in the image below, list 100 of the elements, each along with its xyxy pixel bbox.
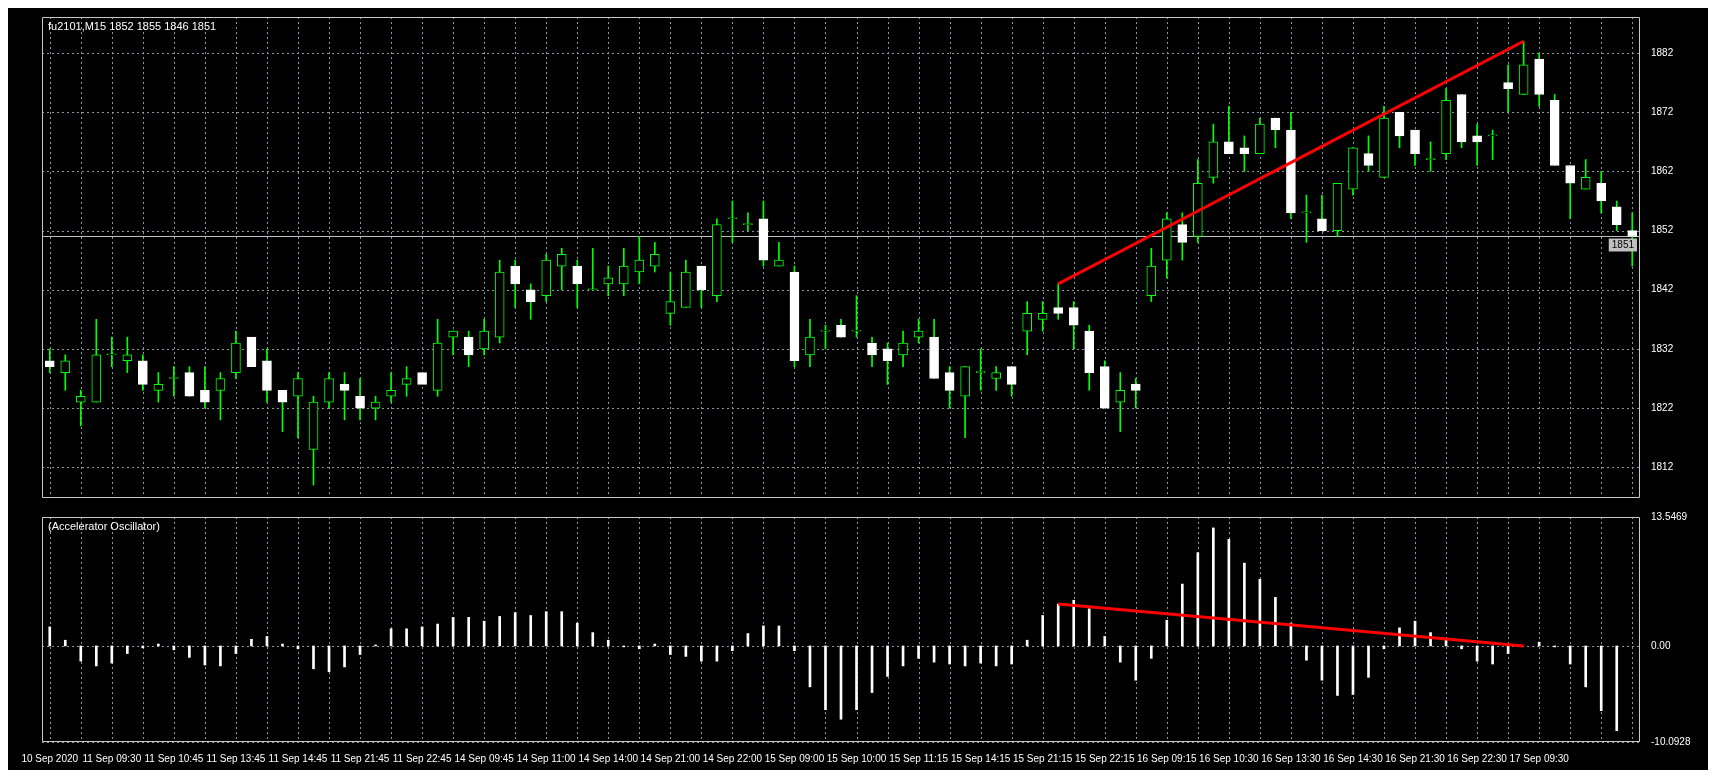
candlestick	[448, 330, 458, 356]
x-tick-label: 14 Sep 21:00	[640, 752, 701, 764]
bar	[1243, 562, 1246, 647]
bar	[219, 645, 222, 667]
bar	[948, 645, 951, 665]
bar	[1165, 619, 1169, 647]
bar	[1367, 645, 1370, 678]
bar	[1180, 583, 1184, 647]
bar	[343, 645, 346, 668]
x-tick-label: 11 Sep 21:45	[330, 752, 390, 764]
bar	[312, 645, 315, 670]
bar	[1056, 603, 1060, 647]
bar	[1072, 599, 1076, 647]
candlestick	[246, 336, 257, 367]
x-tick-label: 14 Sep 09:45	[454, 752, 515, 764]
x-tick-label: 14 Sep 14:00	[578, 752, 639, 764]
bar	[886, 645, 889, 677]
x-tick-label: 11 Sep 14:45	[268, 752, 328, 764]
candlestick	[634, 236, 645, 285]
bar	[591, 632, 595, 647]
x-tick-label: 10 Sep 2020	[21, 752, 79, 764]
x-tick-label: 15 Sep 11:15	[889, 752, 949, 764]
bar	[529, 615, 533, 647]
bar	[855, 645, 858, 711]
bar	[405, 628, 408, 647]
x-tick-label: 16 Sep 21:30	[1385, 752, 1446, 764]
y-tick-label: 0.00	[1651, 639, 1671, 651]
y-tick-label: 13.5469	[1651, 510, 1688, 522]
y-tick-label: -10.0928	[1651, 735, 1691, 747]
x-tick-label: 11 Sep 13:45	[206, 752, 266, 764]
candlestick	[1037, 301, 1048, 332]
y-tick-label: 1882	[1651, 46, 1674, 58]
y-tick-label: 1862	[1651, 165, 1674, 177]
candlestick	[603, 265, 614, 296]
x-tick-label: 16 Sep 22:30	[1447, 752, 1508, 764]
bar	[1134, 645, 1138, 681]
candlestick	[1115, 372, 1126, 433]
x-tick-label: 16 Sep 10:30	[1199, 752, 1260, 764]
bar	[560, 611, 564, 647]
bar	[1149, 645, 1153, 659]
candlestick	[1472, 123, 1482, 166]
candlestick	[386, 372, 396, 403]
bar	[48, 626, 52, 647]
bar	[126, 645, 129, 654]
candlestick	[774, 242, 784, 267]
bar	[824, 645, 827, 711]
x-tick-label: 15 Sep 22:15	[1075, 752, 1135, 764]
x-tick-label: 16 Sep 13:30	[1261, 752, 1322, 764]
bar	[1041, 615, 1045, 647]
candlestick	[991, 366, 1001, 391]
bar	[250, 638, 253, 647]
bar	[1010, 645, 1013, 665]
y-tick-label: 1852	[1651, 224, 1674, 236]
y-tick-label: 1842	[1651, 283, 1674, 295]
bar	[1615, 645, 1619, 731]
bar	[1025, 639, 1029, 647]
x-tick-label: 15 Sep 21:15	[1012, 752, 1073, 764]
x-tick-label: 15 Sep 09:00	[764, 752, 825, 764]
candlestick	[106, 336, 117, 367]
bar	[575, 622, 579, 647]
bar	[1274, 597, 1277, 647]
bar	[1584, 645, 1588, 688]
x-tick-label: 16 Sep 14:30	[1323, 752, 1384, 764]
x-tick-label: 15 Sep 10:00	[826, 752, 887, 764]
x-tick-label: 17 Sep 09:30	[1509, 752, 1570, 764]
bar	[498, 616, 502, 647]
ref-line-label: 1851	[1611, 239, 1635, 251]
bar	[1087, 608, 1091, 647]
candlestick	[1130, 378, 1141, 409]
bar	[917, 645, 920, 659]
y-tick-label: 1832	[1651, 342, 1674, 354]
candlestick	[75, 389, 86, 427]
bar	[606, 639, 610, 647]
bar	[94, 645, 98, 667]
y-tick-label: 1812	[1651, 460, 1674, 472]
bar	[762, 625, 765, 647]
bar	[544, 611, 548, 647]
bar	[731, 645, 734, 652]
candlestick	[1053, 283, 1064, 320]
bar	[436, 623, 439, 647]
bar	[513, 612, 517, 647]
bar	[1568, 645, 1572, 665]
bar	[1103, 636, 1107, 647]
bar	[63, 639, 67, 647]
x-tick-label: 15 Sep 14:15	[950, 752, 1011, 764]
y-tick-label: 1822	[1651, 401, 1674, 413]
bar	[467, 617, 470, 647]
y-tick-label: 1872	[1651, 106, 1674, 117]
candlestick	[1224, 106, 1234, 154]
bar	[637, 645, 641, 650]
x-tick-label: 14 Sep 22:00	[702, 752, 763, 764]
bar	[669, 645, 672, 655]
bar	[1336, 645, 1339, 696]
bar	[1599, 645, 1603, 711]
bar	[1460, 645, 1463, 650]
candlestick	[587, 248, 598, 291]
x-tick-label: 11 Sep 10:45	[144, 752, 204, 764]
bar	[793, 645, 796, 652]
bar	[110, 645, 114, 664]
bar	[1305, 645, 1308, 661]
